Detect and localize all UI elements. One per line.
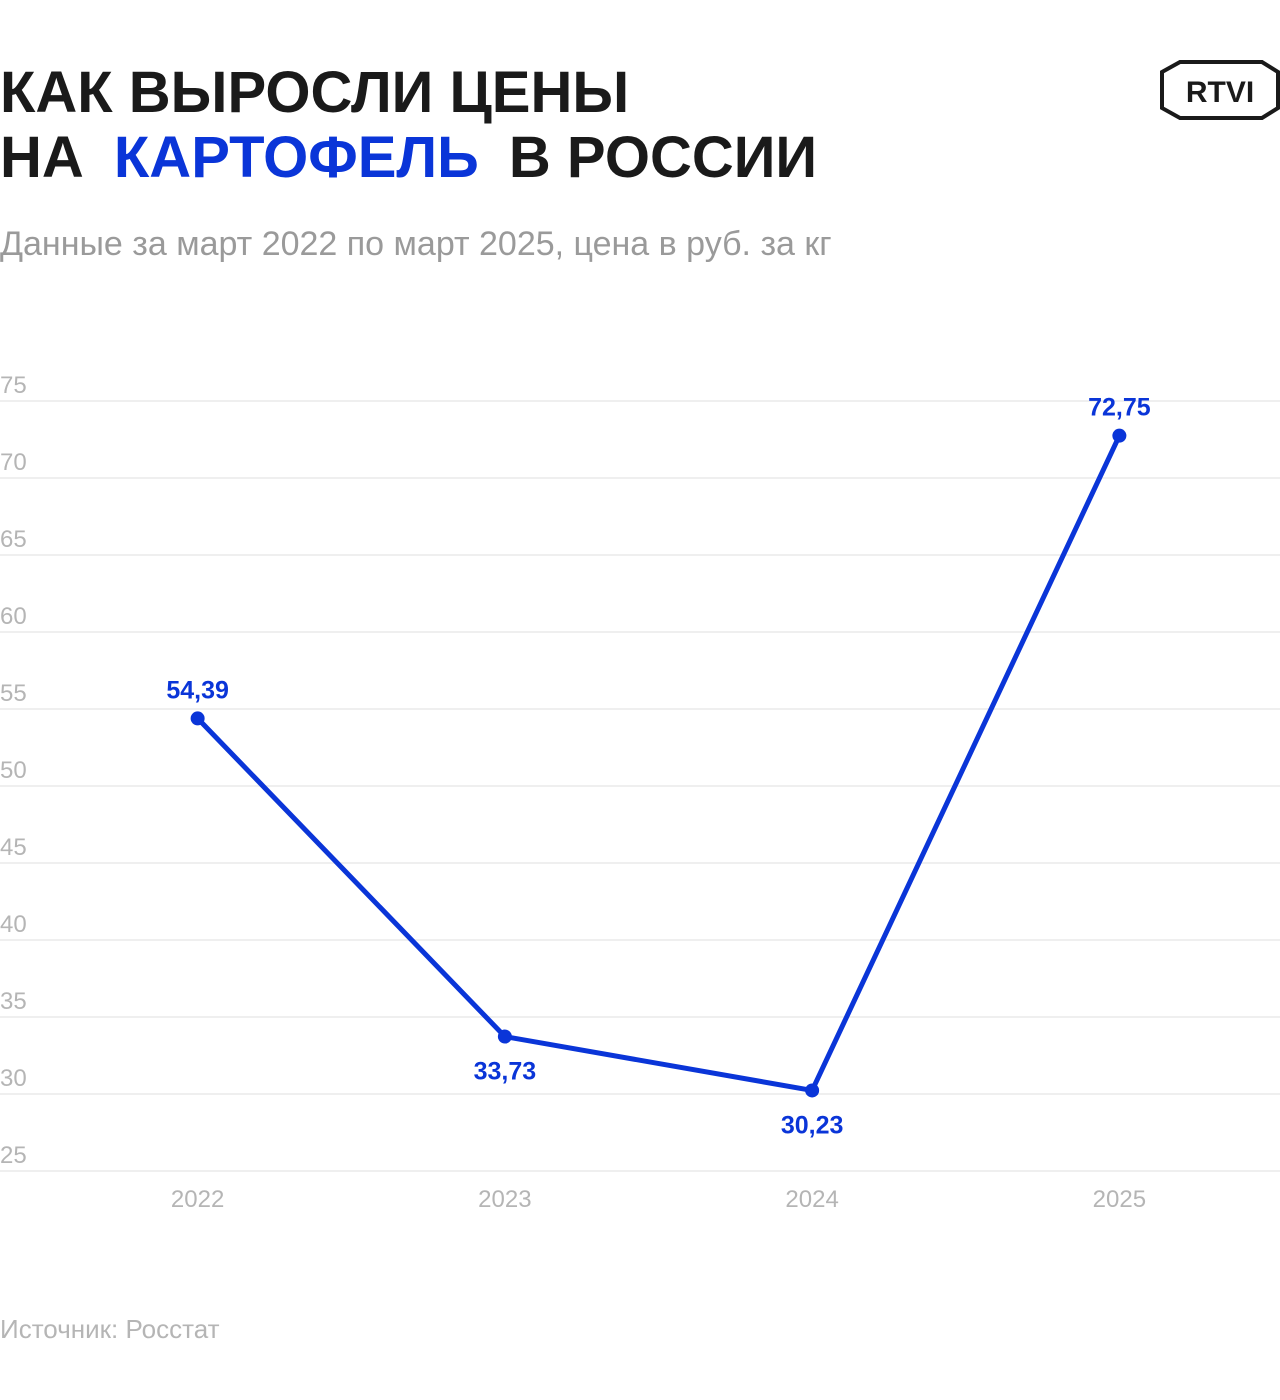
point xyxy=(805,1083,820,1098)
point xyxy=(190,711,205,726)
title-line: КАК ВЫРОСЛИ ЦЕНЫ xyxy=(0,60,629,125)
title-word: НА xyxy=(0,125,84,190)
y-tick-label: 65 xyxy=(0,526,27,553)
y-tick-label: 70 xyxy=(0,449,27,476)
y-tick-label: 25 xyxy=(0,1142,27,1169)
y-tick-label: 60 xyxy=(0,603,27,630)
y-tick-label: 40 xyxy=(0,911,27,938)
y-tick-label: 75 xyxy=(0,372,27,399)
chart-title: КАК ВЫРОСЛИ ЦЕНЫ НА КАРТОФЕЛЬ В РОССИИ xyxy=(0,60,817,190)
data-label: 33,73 xyxy=(474,1058,537,1086)
source: Источник: Росстат xyxy=(0,1314,220,1344)
x-tick-label: 2024 xyxy=(785,1186,838,1213)
data-label: 72,75 xyxy=(1088,394,1151,422)
logo-text: RTVI xyxy=(1186,76,1254,109)
data-label: 30,23 xyxy=(781,1111,844,1139)
y-tick-label: 45 xyxy=(0,834,27,861)
x-tick-label: 2025 xyxy=(1093,1186,1146,1213)
title-word: В РОССИИ xyxy=(509,125,817,190)
point xyxy=(497,1029,512,1044)
line xyxy=(195,434,1122,1093)
logo: RTVI xyxy=(1160,60,1280,120)
data-label: 54,39 xyxy=(166,676,229,704)
y-tick-label: 55 xyxy=(0,680,27,707)
chart-subtitle: Данные за март 2022 по март 2025, цена в… xyxy=(0,225,832,263)
logo-frame xyxy=(1160,60,1280,120)
title-highlight: КАРТОФЕЛЬ xyxy=(114,125,479,190)
y-tick-label: 35 xyxy=(0,988,27,1015)
point xyxy=(1112,428,1127,443)
y-tick-label: 30 xyxy=(0,1065,27,1092)
x-tick-label: 2022 xyxy=(171,1186,224,1213)
x-tick-label: 2023 xyxy=(478,1186,531,1213)
y-tick-label: 50 xyxy=(0,757,27,784)
